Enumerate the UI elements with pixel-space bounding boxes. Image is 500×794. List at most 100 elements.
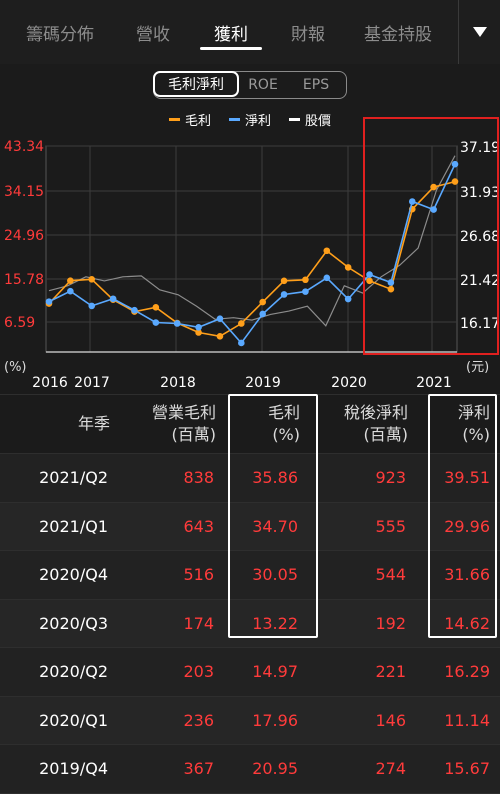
data-point <box>323 274 331 282</box>
tab-chip-distribution[interactable]: 籌碼分佈 <box>0 0 120 64</box>
cell-gross-margin: 34.70 <box>252 516 298 536</box>
data-point <box>302 276 309 284</box>
segment-eps[interactable]: EPS <box>288 72 344 98</box>
data-point <box>88 275 96 283</box>
tab-label: 獲利 <box>214 24 248 45</box>
tab-revenue[interactable]: 營收 <box>120 0 186 64</box>
chart-axes: 43.34 34.15 24.96 15.78 6.59 (%) 37.19 31.93 26.… <box>4 139 500 391</box>
cell-net-income: 192 <box>375 613 406 633</box>
left-axis-tick: 43.34 <box>4 139 44 155</box>
cell-net-income: 923 <box>375 468 406 487</box>
left-axis-tick: 34.15 <box>4 184 44 200</box>
header-unit: (%) <box>272 425 300 444</box>
data-point <box>259 310 266 318</box>
header-net-margin: 淨利 (%) <box>440 395 490 453</box>
data-point <box>109 295 117 303</box>
data-point <box>216 315 224 323</box>
header-net-income: 稅後淨利 (百萬) <box>318 395 408 453</box>
tab-label: 基金持股 <box>364 24 432 45</box>
data-point <box>430 183 437 191</box>
cell-period: 2021/Q1 <box>39 516 108 536</box>
cell-net-income: 555 <box>375 516 406 536</box>
x-axis-tick: 2019 <box>245 375 281 391</box>
table-row[interactable]: 2020/Q4 516 30.05 544 31.66 <box>0 551 500 600</box>
table-header: 年季 營業毛利 (百萬) 毛利 (%) 稅後淨利 (百萬) 淨利 (%) <box>0 394 500 454</box>
chart-legend: 毛利 淨利 股價 <box>0 110 500 129</box>
table-row[interactable]: 2021/Q1 643 34.70 555 29.96 <box>0 502 500 551</box>
x-axis-tick: 2020 <box>331 375 367 391</box>
tab-label: 財報 <box>291 24 325 45</box>
table-body: 2021/Q2 838 35.86 923 39.51 2021/Q1 643 34.70 55… <box>0 454 500 794</box>
legend-swatch <box>168 117 180 121</box>
header-period: 年季 <box>60 395 110 453</box>
x-axis-tick: 2018 <box>160 375 196 391</box>
data-point <box>216 333 224 340</box>
legend-item-gross: 毛利 <box>168 110 211 129</box>
cell-period: 2020/Q3 <box>39 613 108 633</box>
segment-label: ROE <box>248 77 278 93</box>
tab-label: 籌碼分佈 <box>26 24 94 45</box>
table-row[interactable]: 2020/Q1 236 17.96 146 11.14 <box>0 696 500 745</box>
header-unit: (百萬) <box>171 425 217 444</box>
legend-item-price: 股價 <box>289 110 332 129</box>
more-tabs-dropdown[interactable] <box>459 0 500 64</box>
cell-net-margin: 14.62 <box>444 613 490 633</box>
cell-period: 2020/Q1 <box>39 710 108 730</box>
segment-roe[interactable]: ROE <box>238 72 288 98</box>
legend-label: 淨利 <box>244 113 271 129</box>
legend-label: 毛利 <box>184 113 211 129</box>
data-point <box>195 329 202 336</box>
cell-net-margin: 29.96 <box>444 516 490 536</box>
data-point <box>387 279 395 286</box>
margin-chart: 43.34 34.15 24.96 15.78 6.59 (%) 37.19 31.93 26.… <box>4 117 500 391</box>
cell-gross-profit: 203 <box>183 662 214 681</box>
segment-gross-net-margin[interactable]: 毛利淨利 <box>153 71 239 97</box>
x-axis-tick: 2021 <box>416 375 452 391</box>
data-point <box>366 271 373 278</box>
data-point <box>238 320 245 327</box>
cell-net-margin: 11.14 <box>444 710 490 730</box>
plot-frame <box>45 145 458 353</box>
data-point <box>259 298 266 306</box>
left-axis-tick: 15.78 <box>4 272 44 288</box>
series-line-毛利 <box>48 180 456 338</box>
tab-financials[interactable]: 財報 <box>276 0 340 64</box>
tab-label: 營收 <box>136 24 170 45</box>
series-line-淨利 <box>48 163 456 345</box>
tab-fund-holdings[interactable]: 基金持股 <box>340 0 456 64</box>
data-point <box>67 287 74 295</box>
cell-gross-margin: 14.97 <box>252 662 298 681</box>
x-axis-tick: 2016 <box>32 375 68 391</box>
cell-period: 2020/Q4 <box>39 565 108 584</box>
data-point <box>45 298 53 305</box>
left-axis-tick: 24.96 <box>4 228 44 244</box>
header-label: 淨利 <box>457 403 490 422</box>
data-point <box>451 178 459 185</box>
tab-profit[interactable]: 獲利 <box>186 0 276 64</box>
legend-label: 股價 <box>305 113 332 129</box>
data-point <box>387 285 395 293</box>
chart-series <box>45 155 459 347</box>
data-point <box>173 320 181 327</box>
x-axis-tick: 2017 <box>74 375 110 391</box>
data-point <box>152 319 160 326</box>
header-unit: (%) <box>462 425 490 444</box>
right-axis-tick: 37.19 <box>460 140 500 156</box>
data-point <box>366 277 373 285</box>
data-point <box>280 277 288 285</box>
cell-net-margin: 16.29 <box>444 662 490 681</box>
cell-period: 2020/Q2 <box>39 662 108 681</box>
header-label: 營業毛利 <box>151 403 216 422</box>
header-unit: (百萬) <box>363 425 409 444</box>
data-point <box>451 160 459 168</box>
table-row[interactable]: 2020/Q2 203 14.97 221 16.29 <box>0 648 500 697</box>
segment-label: 毛利淨利 <box>168 77 224 93</box>
table-row[interactable]: 2019/Q4 367 20.95 274 15.67 <box>0 745 500 794</box>
metric-segmented-control: 毛利淨利 ROE EPS <box>153 71 347 99</box>
data-point <box>408 198 416 205</box>
table-row[interactable]: 2020/Q3 174 13.22 192 14.62 <box>0 599 500 648</box>
right-axis-unit: (元) <box>466 360 489 375</box>
data-point <box>430 206 437 213</box>
header-label: 毛利 <box>267 403 300 422</box>
table-row[interactable]: 2021/Q2 838 35.86 923 39.51 <box>0 454 500 503</box>
